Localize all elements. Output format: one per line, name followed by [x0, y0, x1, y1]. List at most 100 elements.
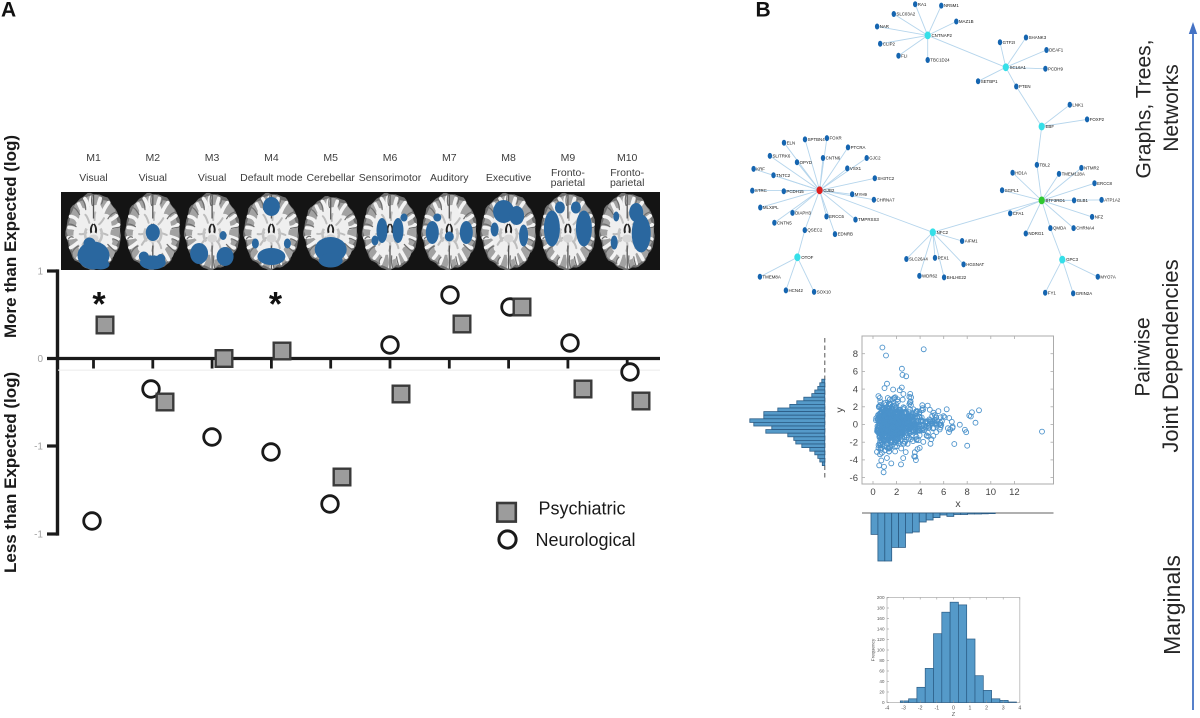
svg-text:HCN42: HCN42 — [789, 288, 804, 293]
svg-text:DIAPH3: DIAPH3 — [795, 211, 811, 216]
svg-text:40: 40 — [879, 679, 885, 684]
svg-text:M4: M4 — [264, 152, 279, 164]
svg-text:SLC26A4: SLC26A4 — [909, 257, 928, 262]
svg-text:20: 20 — [879, 690, 885, 695]
svg-text:Psychiatric: Psychiatric — [539, 499, 626, 519]
svg-text:4: 4 — [853, 384, 858, 395]
svg-text:-3: -3 — [901, 706, 906, 712]
svg-text:M2: M2 — [146, 152, 161, 164]
svg-text:160: 160 — [877, 616, 885, 621]
svg-text:QMDA: QMDA — [1053, 226, 1066, 231]
svg-text:FOXR: FOXR — [830, 136, 842, 141]
svg-text:MAZ1B: MAZ1B — [959, 19, 974, 24]
svg-text:A: A — [1, 0, 16, 22]
svg-text:ELN: ELN — [787, 140, 796, 145]
svg-text:Marginals: Marginals — [1159, 555, 1185, 655]
svg-text:Joint Dependencies: Joint Dependencies — [1158, 259, 1183, 452]
svg-text:PTEN: PTEN — [1019, 84, 1031, 89]
svg-text:80: 80 — [879, 658, 885, 663]
svg-text:M8: M8 — [501, 152, 516, 164]
svg-text:Visual: Visual — [139, 172, 167, 184]
svg-text:GPC3: GPC3 — [1066, 257, 1079, 262]
svg-text:M9: M9 — [561, 152, 576, 164]
svg-text:-1: -1 — [934, 706, 939, 712]
svg-text:DEAF1: DEAF1 — [1049, 48, 1064, 53]
svg-text:NDRG1: NDRG1 — [1028, 231, 1044, 236]
svg-text:CHRNA7: CHRNA7 — [877, 197, 896, 202]
svg-text:Fronto-: Fronto- — [610, 167, 644, 179]
svg-text:M7: M7 — [442, 152, 457, 164]
svg-text:*: * — [269, 286, 283, 324]
svg-text:SOX10: SOX10 — [817, 290, 832, 295]
svg-text:TMEM8A: TMEM8A — [763, 274, 781, 279]
svg-text:0: 0 — [853, 420, 858, 431]
svg-text:Cerebellar: Cerebellar — [306, 172, 355, 184]
svg-text:More than Expected (log): More than Expected (log) — [1, 135, 20, 338]
svg-text:2: 2 — [853, 402, 858, 413]
svg-text:AIFM1: AIFM1 — [965, 239, 978, 244]
svg-text:FY1: FY1 — [1048, 290, 1057, 295]
svg-text:0: 0 — [870, 487, 875, 498]
svg-text:EBF: EBF — [1046, 124, 1055, 129]
svg-text:M5: M5 — [323, 152, 338, 164]
svg-text:2: 2 — [894, 487, 899, 498]
svg-text:Neurological: Neurological — [536, 530, 636, 550]
svg-text:-4: -4 — [885, 706, 890, 712]
svg-text:12: 12 — [1009, 487, 1020, 498]
svg-text:HD1A: HD1A — [1015, 170, 1027, 175]
svg-text:TNTC2: TNTC2 — [776, 173, 791, 178]
svg-text:SETBP1: SETBP1 — [981, 79, 998, 84]
svg-text:GRIN2A: GRIN2A — [1076, 291, 1092, 296]
svg-text:OTOF: OTOF — [801, 255, 813, 260]
svg-text:140: 140 — [877, 627, 885, 632]
svg-text:10: 10 — [986, 487, 997, 498]
svg-text:QSEC2: QSEC2 — [807, 228, 822, 233]
svg-text:PEX1: PEX1 — [938, 256, 950, 261]
svg-text:-4: -4 — [850, 455, 858, 466]
svg-text:x: x — [955, 498, 961, 510]
svg-text:200: 200 — [877, 595, 885, 600]
svg-text:Sensorimotor: Sensorimotor — [359, 172, 422, 184]
svg-text:TMPRSS3: TMPRSS3 — [858, 217, 879, 222]
svg-text:-6: -6 — [850, 473, 858, 484]
svg-text:ATP1A2: ATP1A2 — [1104, 198, 1121, 203]
svg-text:Visual: Visual — [79, 172, 107, 184]
svg-text:60: 60 — [879, 669, 885, 674]
svg-text:4: 4 — [917, 487, 922, 498]
svg-text:M1: M1 — [86, 152, 101, 164]
svg-text:GTF2I: GTF2I — [1003, 40, 1015, 45]
svg-text:8: 8 — [853, 349, 858, 360]
svg-text:100: 100 — [877, 648, 885, 653]
svg-text:0: 0 — [882, 700, 885, 705]
svg-text:Frequency: Frequency — [871, 638, 877, 661]
svg-text:1: 1 — [37, 267, 43, 278]
svg-text:STRC: STRC — [755, 188, 767, 193]
svg-text:ERCC6: ERCC6 — [829, 214, 844, 219]
svg-text:PCDH9: PCDH9 — [1048, 66, 1063, 71]
svg-text:PTCRA: PTCRA — [851, 145, 866, 150]
svg-text:VSX1: VSX1 — [850, 166, 862, 171]
svg-text:LNK1: LNK1 — [1072, 102, 1084, 107]
svg-text:Fronto-: Fronto- — [551, 167, 585, 179]
svg-text:-2: -2 — [918, 706, 923, 712]
svg-text:Less than Expected (log): Less than Expected (log) — [1, 372, 20, 573]
svg-text:HGSNAT: HGSNAT — [966, 262, 984, 267]
svg-text:parietal: parietal — [551, 177, 585, 189]
svg-text:*: * — [92, 286, 106, 324]
svg-text:CLIP2: CLIP2 — [883, 41, 896, 46]
svg-text:-2: -2 — [850, 437, 858, 448]
svg-text:CFA1: CFA1 — [1013, 211, 1025, 216]
svg-text:FLI: FLI — [901, 53, 907, 58]
svg-text:GJB2: GJB2 — [823, 188, 835, 193]
svg-text:SLITRK6: SLITRK6 — [773, 154, 791, 159]
svg-text:CNTN6: CNTN6 — [826, 156, 841, 161]
svg-text:M10: M10 — [617, 152, 638, 164]
svg-text:CNTNAP2: CNTNAP2 — [932, 33, 953, 38]
svg-text:CHRNA4: CHRNA4 — [1076, 226, 1095, 231]
svg-text:Executive: Executive — [486, 172, 532, 184]
svg-text:NR5M1: NR5M1 — [944, 3, 959, 8]
svg-text:TBC1D24: TBC1D24 — [930, 58, 950, 63]
svg-text:MYO7A: MYO7A — [1100, 274, 1115, 279]
svg-text:WDR62: WDR62 — [922, 274, 938, 279]
svg-text:-1: -1 — [34, 530, 43, 541]
